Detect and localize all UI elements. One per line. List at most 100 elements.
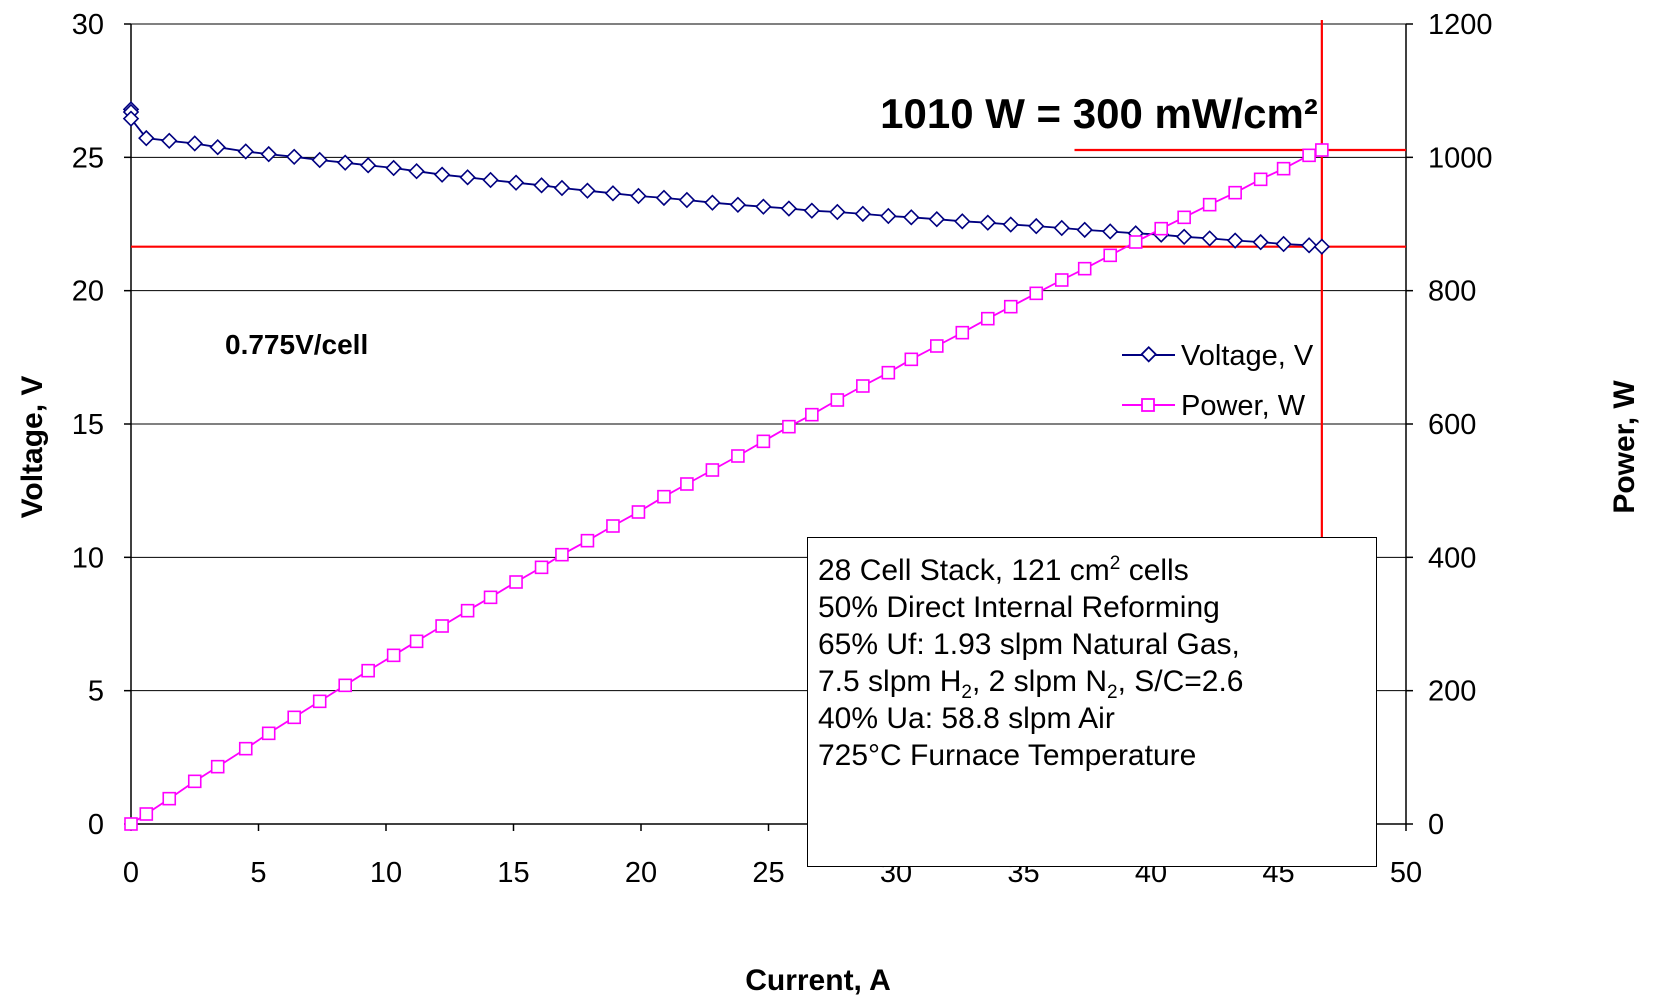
voltage-point bbox=[385, 159, 402, 177]
series-power bbox=[124, 143, 1329, 831]
power-point bbox=[1003, 299, 1018, 314]
x-tick-label-10: 10 bbox=[370, 857, 402, 889]
power-point bbox=[1228, 185, 1242, 200]
power-density-annotation: 1010 W = 300 mW/cm² bbox=[880, 90, 1318, 137]
experiment-conditions-box: 28 Cell Stack, 121 cm2 cells 50% Direct … bbox=[807, 537, 1377, 867]
series-voltage bbox=[122, 101, 1331, 255]
y2-tick-label-1200: 1200 bbox=[1428, 9, 1493, 41]
voltage-point bbox=[533, 177, 550, 194]
y-tick-label-20: 20 bbox=[72, 276, 104, 308]
power-point bbox=[139, 807, 154, 821]
voltage-point bbox=[553, 179, 571, 197]
voltage-point bbox=[1028, 217, 1045, 235]
power-point bbox=[509, 575, 523, 589]
y2-tick-label-1000: 1000 bbox=[1428, 142, 1493, 174]
power-point bbox=[657, 489, 671, 504]
power-point bbox=[435, 619, 449, 633]
power-point bbox=[705, 463, 720, 477]
voltage-point bbox=[678, 191, 696, 209]
x-tick-label-50: 50 bbox=[1390, 857, 1422, 889]
voltage-point bbox=[903, 209, 920, 226]
voltage-point bbox=[433, 166, 451, 183]
voltage-point bbox=[880, 207, 897, 225]
voltage-point bbox=[311, 151, 328, 169]
power-point bbox=[287, 710, 302, 725]
y-tick-label-0: 0 bbox=[88, 809, 104, 841]
y2-tick-label-800: 800 bbox=[1428, 276, 1476, 308]
voltage-point bbox=[579, 182, 596, 199]
voltage-point bbox=[138, 129, 155, 147]
voltage-point bbox=[507, 174, 525, 191]
power-point bbox=[361, 663, 375, 678]
voltage-point bbox=[459, 169, 476, 186]
power-point bbox=[1128, 235, 1143, 249]
x-tick-label-20: 20 bbox=[625, 857, 657, 889]
y-axis-title: Voltage, V bbox=[16, 376, 49, 519]
info-line-4: 7.5 slpm H2, 2 slpm N2, S/C=2.6 bbox=[818, 665, 1244, 703]
info-line-2: 50% Direct Internal Reforming bbox=[818, 591, 1220, 624]
power-point bbox=[187, 774, 202, 789]
voltage-point bbox=[237, 143, 254, 160]
voltage-point bbox=[260, 145, 277, 163]
voltage-point bbox=[979, 214, 997, 231]
y2-axis-title: Power, W bbox=[1608, 380, 1641, 514]
legend-entry-voltage: Voltage, V bbox=[1122, 340, 1314, 372]
power-point bbox=[904, 352, 919, 367]
voltage-point bbox=[1300, 237, 1318, 254]
power-point bbox=[856, 379, 870, 393]
y2-tick-label-400: 400 bbox=[1428, 542, 1476, 574]
legend-label-power: Power, W bbox=[1181, 390, 1306, 422]
y-tick-label-15: 15 bbox=[72, 409, 104, 441]
power-point bbox=[555, 547, 569, 562]
voltage-point bbox=[630, 187, 647, 205]
legend-label-voltage: Voltage, V bbox=[1181, 340, 1314, 372]
y-tick-label-25: 25 bbox=[72, 142, 104, 174]
power-point bbox=[756, 434, 771, 449]
power-point bbox=[534, 560, 549, 575]
power-point bbox=[1177, 210, 1191, 225]
power-point bbox=[460, 603, 475, 618]
info-line-1: 28 Cell Stack, 121 cm2 cells bbox=[818, 553, 1189, 587]
power-point bbox=[631, 505, 646, 519]
power-point bbox=[1054, 273, 1069, 287]
power-point bbox=[881, 365, 896, 380]
cell-voltage-annotation: 0.775V/cell bbox=[225, 329, 368, 360]
x-axis-title: Current, A bbox=[745, 964, 891, 997]
power-point bbox=[1103, 248, 1117, 263]
voltage-line bbox=[130, 109, 1322, 248]
voltage-point bbox=[928, 210, 946, 228]
power-point bbox=[1276, 161, 1291, 176]
voltage-point bbox=[1275, 235, 1292, 253]
voltage-point bbox=[954, 213, 971, 230]
y-tick-label-10: 10 bbox=[72, 542, 104, 574]
voltage-point bbox=[729, 196, 747, 214]
power-point bbox=[805, 407, 819, 422]
voltage-point bbox=[482, 171, 499, 189]
power-point bbox=[580, 533, 595, 548]
y2-tick-label-200: 200 bbox=[1428, 676, 1476, 708]
power-point bbox=[409, 634, 424, 649]
power-point bbox=[483, 590, 498, 605]
x-tick-label-5: 5 bbox=[250, 857, 266, 889]
power-point bbox=[1154, 221, 1168, 236]
voltage-point bbox=[1252, 233, 1269, 251]
legend-marker-power bbox=[1141, 398, 1155, 412]
voltage-point bbox=[1313, 238, 1331, 255]
voltage-point bbox=[1053, 219, 1070, 237]
y-tick-label-5: 5 bbox=[88, 676, 104, 708]
voltage-point bbox=[1226, 232, 1244, 249]
voltage-point bbox=[1076, 221, 1093, 239]
y2-tick-label-0: 0 bbox=[1428, 809, 1444, 841]
voltage-point bbox=[359, 157, 377, 174]
x-tick-label-15: 15 bbox=[497, 857, 529, 889]
power-point bbox=[312, 694, 327, 709]
voltage-point bbox=[285, 148, 303, 166]
voltage-point bbox=[1101, 223, 1119, 240]
voltage-point bbox=[186, 135, 203, 152]
x-tick-label-0: 0 bbox=[123, 857, 139, 889]
voltage-point bbox=[829, 203, 846, 221]
voltage-point bbox=[755, 198, 772, 215]
power-point bbox=[955, 325, 970, 340]
power-point bbox=[162, 791, 177, 806]
